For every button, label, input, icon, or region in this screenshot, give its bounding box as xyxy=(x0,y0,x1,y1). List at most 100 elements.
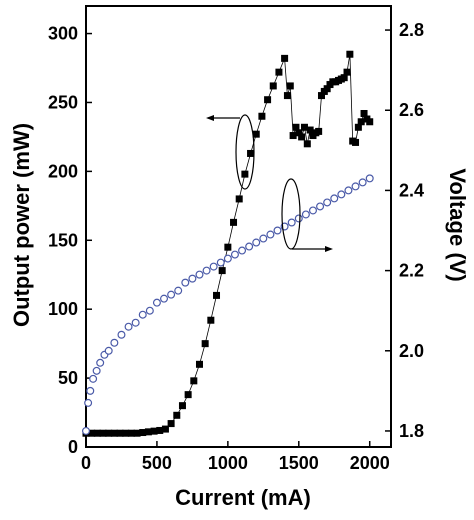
power-point xyxy=(150,427,158,435)
voltage-point xyxy=(266,230,275,239)
power-point xyxy=(99,429,107,437)
power-point xyxy=(343,68,351,76)
power-point xyxy=(173,411,181,419)
power-point xyxy=(144,428,152,436)
power-point xyxy=(323,85,331,93)
voltage-point xyxy=(344,186,353,195)
x-tick-label: 500 xyxy=(142,453,172,473)
voltage-point xyxy=(152,298,161,307)
power-point xyxy=(127,429,135,437)
voltage-point xyxy=(84,398,93,407)
voltage-point xyxy=(216,258,225,267)
power-point xyxy=(360,109,368,117)
voltage-point xyxy=(81,426,90,435)
power-point xyxy=(354,123,362,131)
y-right-tick-label: 1.8 xyxy=(399,421,424,441)
y-left-tick-label: 50 xyxy=(58,368,78,388)
power-point xyxy=(167,420,175,428)
voltage-point xyxy=(174,286,183,295)
voltage-point xyxy=(110,338,119,347)
voltage-point xyxy=(195,270,204,279)
power-point xyxy=(292,123,300,131)
voltage-point xyxy=(230,250,239,259)
voltage-point xyxy=(287,218,296,227)
x-axis-title: Current (mA) xyxy=(175,485,311,510)
power-point xyxy=(213,291,221,299)
y-right-tick-label: 2.0 xyxy=(399,341,424,361)
power-point xyxy=(190,377,198,385)
y-right-tick-label: 2.8 xyxy=(399,20,424,40)
y-left-tick-label: 100 xyxy=(48,299,78,319)
voltage-point xyxy=(308,206,317,215)
right-axis-arrow-head xyxy=(325,246,333,252)
voltage-point xyxy=(202,266,211,275)
y-left-tick-label: 0 xyxy=(68,437,78,457)
voltage-point xyxy=(160,294,169,303)
power-point xyxy=(110,429,118,437)
power-point xyxy=(178,402,186,410)
voltage-point xyxy=(96,358,105,367)
y-left-tick-label: 250 xyxy=(48,92,78,112)
x-tick-label: 0 xyxy=(81,453,91,473)
voltage-point xyxy=(89,374,98,383)
x-tick-label: 2000 xyxy=(350,453,390,473)
power-point xyxy=(88,429,96,437)
power-point xyxy=(139,429,147,437)
y-axis-left-title: Output power (mW) xyxy=(9,123,34,327)
power-point xyxy=(252,130,260,138)
power-point xyxy=(281,54,289,62)
power-point xyxy=(218,267,226,275)
power-point xyxy=(357,118,365,126)
power-point xyxy=(298,133,306,141)
x-tick-label: 1500 xyxy=(279,453,319,473)
voltage-point xyxy=(294,214,303,223)
left-series-ellipse xyxy=(235,114,255,190)
power-point xyxy=(201,340,209,348)
voltage-point xyxy=(337,190,346,199)
power-point xyxy=(156,426,164,434)
y-left-tick-label: 300 xyxy=(48,24,78,44)
annotations xyxy=(206,114,333,252)
y-right-tick-label: 2.4 xyxy=(399,180,424,200)
power-point xyxy=(122,429,130,437)
voltage-point xyxy=(188,274,197,283)
power-point xyxy=(306,126,314,134)
voltage-point xyxy=(104,346,113,355)
voltage-point xyxy=(273,226,282,235)
power-point xyxy=(105,429,113,437)
power-point xyxy=(258,112,266,120)
voltage-point xyxy=(358,178,367,187)
right-series-ellipse xyxy=(281,178,301,250)
power-point xyxy=(289,132,297,140)
voltage-point xyxy=(131,318,140,327)
voltage-point xyxy=(145,306,154,315)
voltage-point xyxy=(223,254,232,263)
power-point xyxy=(352,138,360,146)
y-right-tick-label: 2.2 xyxy=(399,261,424,281)
power-point xyxy=(346,50,354,58)
voltage-point xyxy=(117,330,126,339)
power-point xyxy=(264,96,272,104)
voltage-point xyxy=(330,194,339,203)
x-tick-label: 1000 xyxy=(208,453,248,473)
power-point xyxy=(195,360,203,368)
data-series xyxy=(81,50,374,437)
power-point xyxy=(275,68,283,76)
power-point xyxy=(366,118,374,126)
power-point xyxy=(317,92,325,100)
y-left-tick-label: 200 xyxy=(48,161,78,181)
power-point xyxy=(184,391,192,399)
left-axis-arrow-head xyxy=(206,115,214,121)
power-point xyxy=(241,170,249,178)
voltage-point xyxy=(252,238,261,247)
power-point xyxy=(207,316,215,324)
power-point xyxy=(247,149,255,157)
y-right-tick-label: 2.6 xyxy=(399,100,424,120)
voltage-point xyxy=(351,182,360,191)
voltage-point xyxy=(138,310,147,319)
voltage-point xyxy=(181,278,190,287)
power-point xyxy=(303,140,311,148)
power-point xyxy=(269,82,277,90)
y-axis-right-title: Voltage (V) xyxy=(445,168,470,281)
